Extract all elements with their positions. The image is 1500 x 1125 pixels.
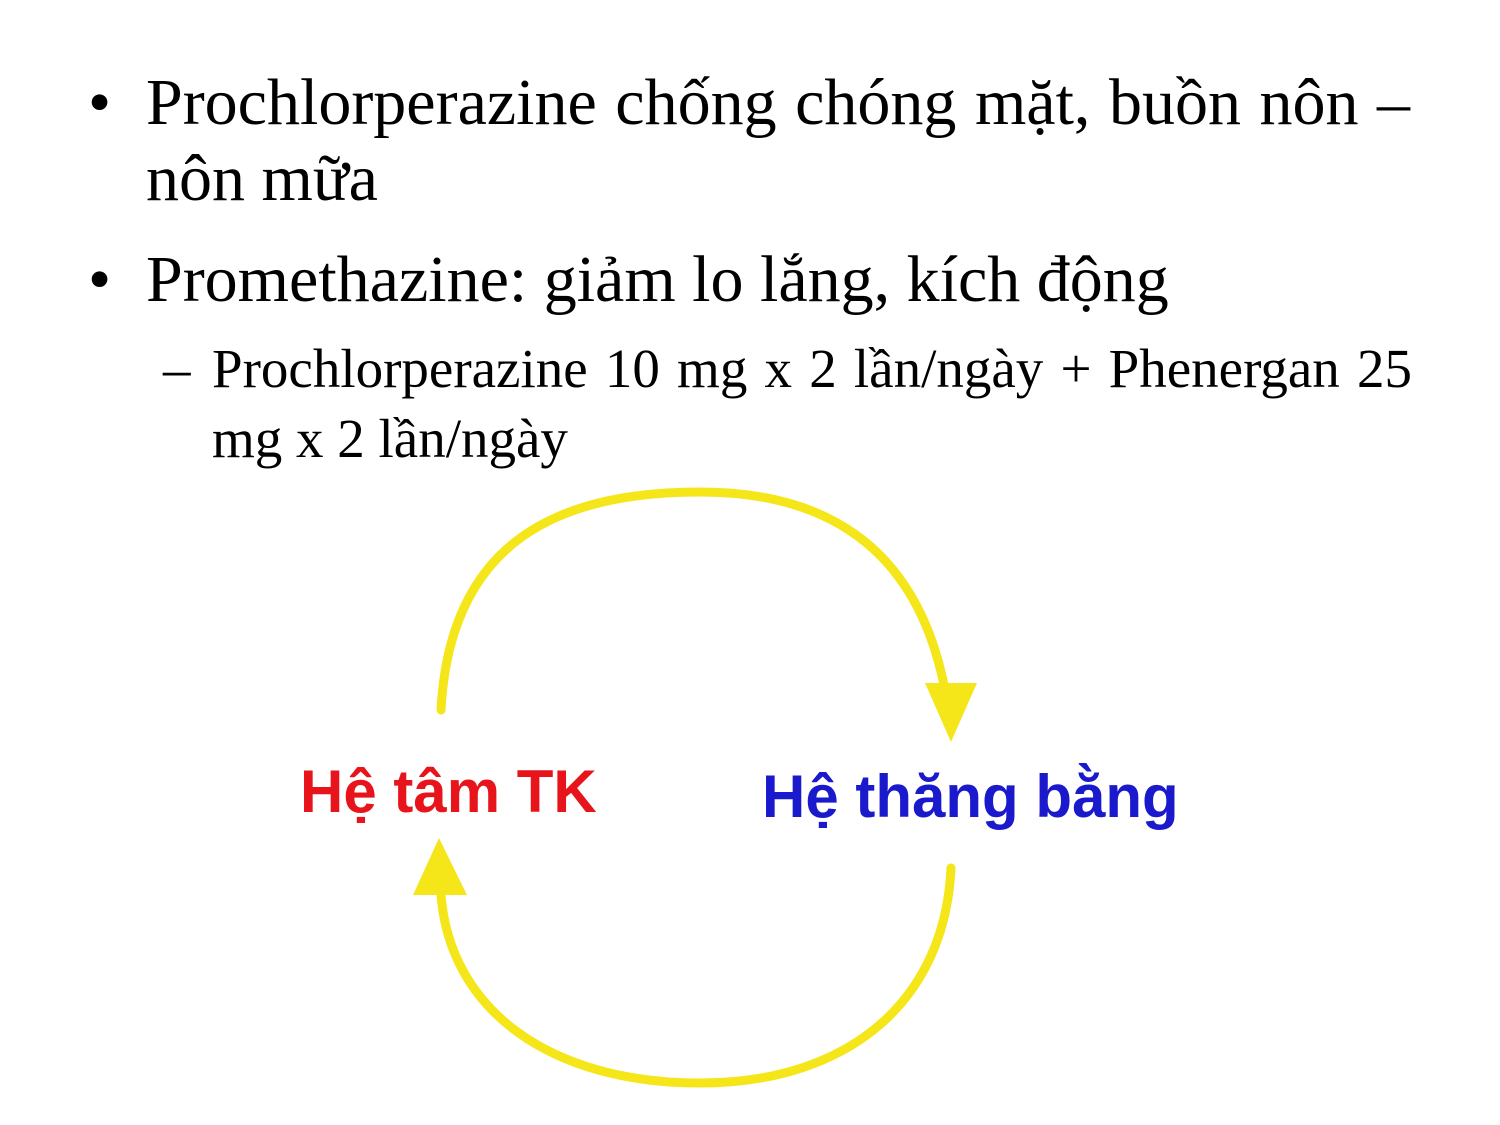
bullet-dot: • <box>88 66 112 139</box>
bullet-dot: • <box>88 243 112 316</box>
node-he-thang-bang: Hệ thăng bằng <box>762 763 1179 830</box>
arrow-head-up-icon <box>413 838 467 895</box>
arrow-head-down-icon <box>925 683 977 742</box>
top-cycle-arrow-arc <box>436 487 950 715</box>
sub-bullet-text: Prochlorperazine 10 mg x 2 lần/ngày + Ph… <box>212 338 1412 469</box>
bottom-cycle-arrow-arc <box>436 863 956 1088</box>
bullet-text: Prochlorperazine chống chóng mặt, buồn n… <box>146 66 1410 215</box>
sub-bullet-dash: – <box>163 338 191 399</box>
node-he-tam-tk: Hệ tâm TK <box>300 758 597 825</box>
bullet-text: Promethazine: giảm lo lắng, kích động <box>146 243 1169 316</box>
